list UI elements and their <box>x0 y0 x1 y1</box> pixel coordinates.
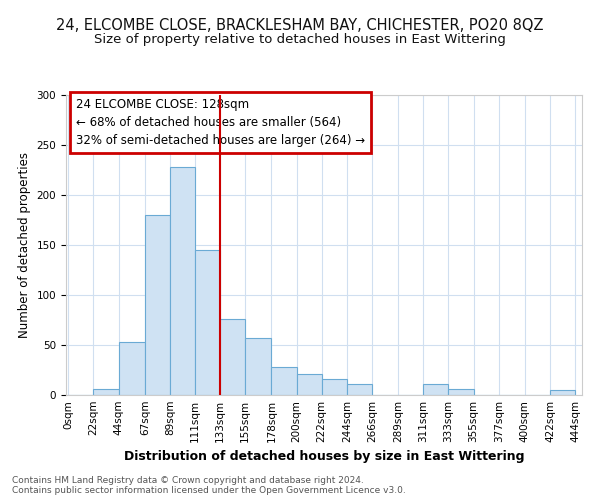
Bar <box>94 389 119 395</box>
Bar <box>195 250 220 395</box>
Bar <box>220 319 245 395</box>
Bar <box>448 389 473 395</box>
Bar <box>119 342 145 395</box>
Bar <box>424 384 448 395</box>
Text: Contains HM Land Registry data © Crown copyright and database right 2024.
Contai: Contains HM Land Registry data © Crown c… <box>12 476 406 495</box>
X-axis label: Distribution of detached houses by size in East Wittering: Distribution of detached houses by size … <box>124 450 524 464</box>
Bar <box>347 384 372 395</box>
Bar <box>245 338 271 395</box>
Bar <box>296 374 322 395</box>
Bar <box>271 367 296 395</box>
Bar <box>145 215 170 395</box>
Text: Size of property relative to detached houses in East Wittering: Size of property relative to detached ho… <box>94 32 506 46</box>
Bar <box>550 390 575 395</box>
Y-axis label: Number of detached properties: Number of detached properties <box>18 152 31 338</box>
Text: 24 ELCOMBE CLOSE: 128sqm
← 68% of detached houses are smaller (564)
32% of semi-: 24 ELCOMBE CLOSE: 128sqm ← 68% of detach… <box>76 98 365 147</box>
Text: 24, ELCOMBE CLOSE, BRACKLESHAM BAY, CHICHESTER, PO20 8QZ: 24, ELCOMBE CLOSE, BRACKLESHAM BAY, CHIC… <box>56 18 544 32</box>
Bar <box>322 379 347 395</box>
Bar <box>170 167 195 395</box>
